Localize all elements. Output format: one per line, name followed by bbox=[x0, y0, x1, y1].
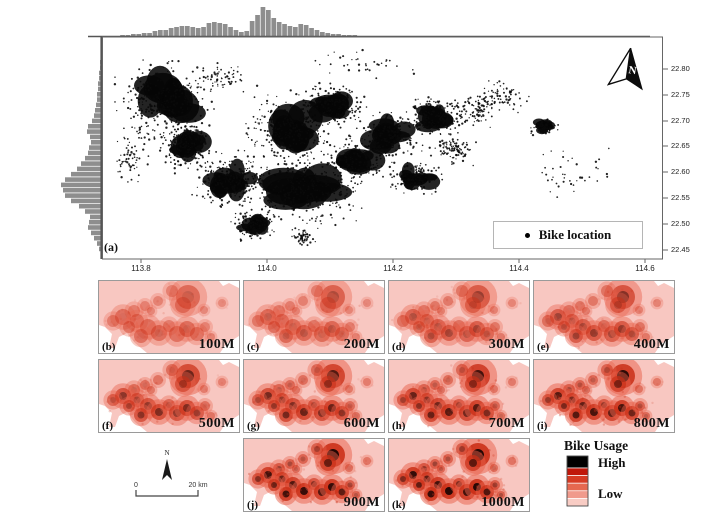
mini-panel-e: (e) 400M bbox=[533, 280, 675, 354]
panel-label: (h) bbox=[392, 420, 406, 432]
scale-bar: N 0 20 km bbox=[134, 449, 208, 497]
mini-panel-j: (j) 900M bbox=[243, 438, 385, 512]
scale-bar-line bbox=[135, 490, 199, 497]
scale-north-arrow-icon bbox=[162, 459, 172, 480]
resolution-label: 100M bbox=[198, 337, 235, 352]
x-tick-label: 113.8 bbox=[131, 264, 151, 273]
panel-label: (k) bbox=[392, 499, 406, 511]
y-tick-label: 22.80 bbox=[671, 64, 690, 73]
bike-location-legend-label: Bike location bbox=[538, 227, 612, 242]
mini-panel-d: (d) 300M bbox=[388, 280, 530, 354]
bike-location-scatter bbox=[113, 48, 610, 247]
resolution-label: 400M bbox=[633, 337, 670, 352]
mini-panel-k: (k) 1000M bbox=[388, 438, 530, 512]
kde-map bbox=[389, 439, 529, 511]
kde-map bbox=[99, 281, 239, 353]
bike-location-marker-icon bbox=[524, 232, 530, 238]
north-letter: N bbox=[628, 64, 638, 77]
panel-label: (g) bbox=[247, 420, 260, 432]
kde-map bbox=[534, 281, 674, 353]
y-tick-label: 22.60 bbox=[671, 167, 690, 176]
kde-map bbox=[244, 439, 384, 511]
x-tick-label: 114.2 bbox=[383, 264, 403, 273]
y-tick-label: 22.65 bbox=[671, 141, 690, 150]
usage-high-label: High bbox=[598, 455, 626, 470]
scale-zero-label: 0 bbox=[134, 482, 138, 489]
x-tick-label: 114.4 bbox=[509, 264, 529, 273]
kde-map bbox=[244, 281, 384, 353]
panel-label: (d) bbox=[392, 341, 406, 353]
kde-map bbox=[389, 360, 529, 432]
panel-label: (j) bbox=[247, 499, 258, 511]
mini-panel-f: (f) 500M bbox=[98, 359, 240, 433]
y-tick-label: 22.70 bbox=[671, 116, 690, 125]
kde-map bbox=[244, 360, 384, 432]
panel-label: (f) bbox=[102, 420, 113, 432]
left-marginal-histogram bbox=[61, 37, 102, 259]
mini-panel-g: (g) 600M bbox=[243, 359, 385, 433]
mini-panel-h: (h) 700M bbox=[388, 359, 530, 433]
y-tick-label: 22.50 bbox=[671, 219, 690, 228]
resolution-label: 700M bbox=[488, 416, 525, 431]
usage-low-label: Low bbox=[598, 486, 623, 501]
mini-panel-c: (c) 200M bbox=[243, 280, 385, 354]
x-tick-label: 114.0 bbox=[257, 264, 277, 273]
panel-a-map: (a) Bike location N bbox=[102, 37, 663, 259]
usage-legend-title: Bike Usage bbox=[564, 438, 629, 453]
kde-map bbox=[534, 360, 674, 432]
y-tick-label: 22.75 bbox=[671, 90, 690, 99]
panel-label: (b) bbox=[102, 341, 116, 353]
panel-label: (e) bbox=[537, 341, 550, 353]
mini-panel-b: (b) 100M bbox=[98, 280, 240, 354]
kde-map bbox=[389, 281, 529, 353]
mini-panel-i: (i) 800M bbox=[533, 359, 675, 433]
bike-location-legend: Bike location bbox=[493, 221, 643, 249]
resolution-label: 500M bbox=[198, 416, 235, 431]
resolution-label: 1000M bbox=[481, 495, 525, 510]
y-tick-label: 22.45 bbox=[671, 245, 690, 254]
panel-a-label: (a) bbox=[104, 240, 118, 254]
bike-usage-legend: Bike Usage High Low bbox=[558, 438, 702, 514]
panel-label: (i) bbox=[537, 420, 548, 432]
x-tick-label: 114.6 bbox=[635, 264, 655, 273]
resolution-label: 200M bbox=[343, 337, 380, 352]
north-arrow-icon: N bbox=[607, 47, 643, 91]
resolution-label: 300M bbox=[488, 337, 525, 352]
resolution-label: 900M bbox=[343, 495, 380, 510]
resolution-label: 800M bbox=[633, 416, 670, 431]
scale-distance-label: 20 km bbox=[188, 482, 207, 489]
panel-label: (c) bbox=[247, 341, 260, 353]
y-tick-label: 22.55 bbox=[671, 193, 690, 202]
resolution-label: 600M bbox=[343, 416, 380, 431]
usage-color-ramp bbox=[566, 455, 589, 507]
scale-north-label: N bbox=[164, 449, 169, 457]
kde-map bbox=[99, 360, 239, 432]
